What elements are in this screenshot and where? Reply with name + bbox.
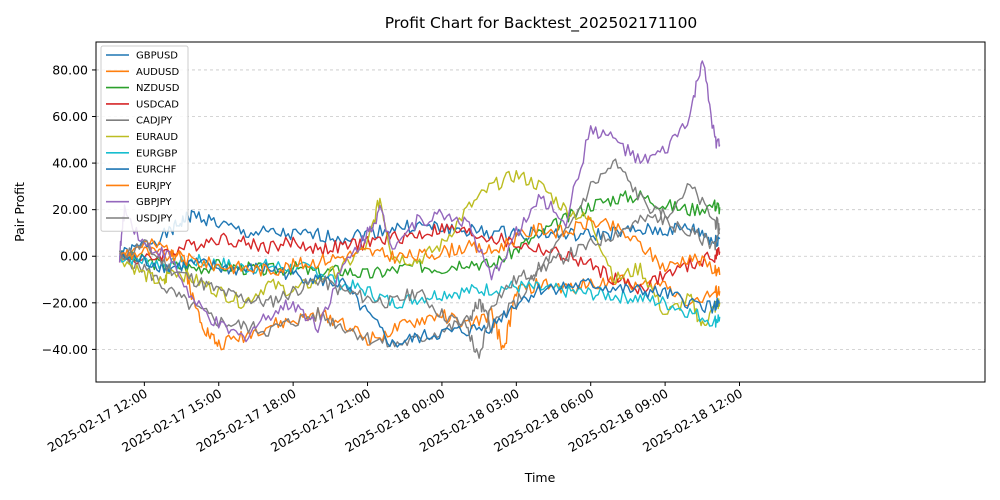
legend-entry: EURCHF: [136, 165, 177, 176]
legend-entry: NZDUSD: [136, 83, 180, 94]
series-line-gbpusd: [119, 209, 721, 258]
legend-entry: GBPUSD: [136, 51, 178, 62]
legend-entry: EURJPY: [136, 181, 172, 192]
legend-entry: USDCAD: [136, 99, 179, 110]
chart-title: Profit Chart for Backtest_202502171100: [385, 14, 698, 33]
series-line-usdcad: [118, 223, 721, 295]
y-axis-label: Pair Profit: [12, 182, 27, 242]
x-axis-label: Time: [524, 470, 556, 485]
series-line-eurgbp: [118, 252, 721, 328]
y-axis-ticks: −40.00 −20.00 0.00 20.00 40.00 60.00 80.00: [42, 62, 96, 357]
legend: GBPUSD AUDUSD NZDUSD USDCAD CADJPY EURAUD EURG…: [100, 45, 189, 232]
y-tick-label: 40.00: [52, 156, 88, 171]
y-tick-label: 0.00: [60, 249, 88, 264]
legend-entry: EURGBP: [136, 148, 177, 159]
y-tick-label: 80.00: [52, 62, 88, 77]
legend-entry: EURAUD: [136, 132, 178, 143]
series-layer: [118, 60, 721, 359]
y-tick-label: 20.00: [52, 202, 88, 217]
y-tick-label: −40.00: [42, 342, 88, 357]
legend-entry: USDJPY: [136, 214, 173, 225]
y-tick-label: 60.00: [52, 109, 88, 124]
legend-entry: CADJPY: [136, 116, 173, 127]
legend-entry: AUDUSD: [136, 67, 180, 78]
series-line-gbpjpy: [118, 60, 721, 343]
plot-frame: [95, 41, 986, 383]
series-line-usdjpy: [118, 182, 721, 359]
y-tick-label: −20.00: [42, 295, 88, 310]
grid-lines: [96, 69, 985, 350]
series-line-eurjpy: [118, 215, 721, 277]
legend-entry: GBPJPY: [136, 197, 172, 208]
series-line-euraud: [118, 169, 721, 327]
